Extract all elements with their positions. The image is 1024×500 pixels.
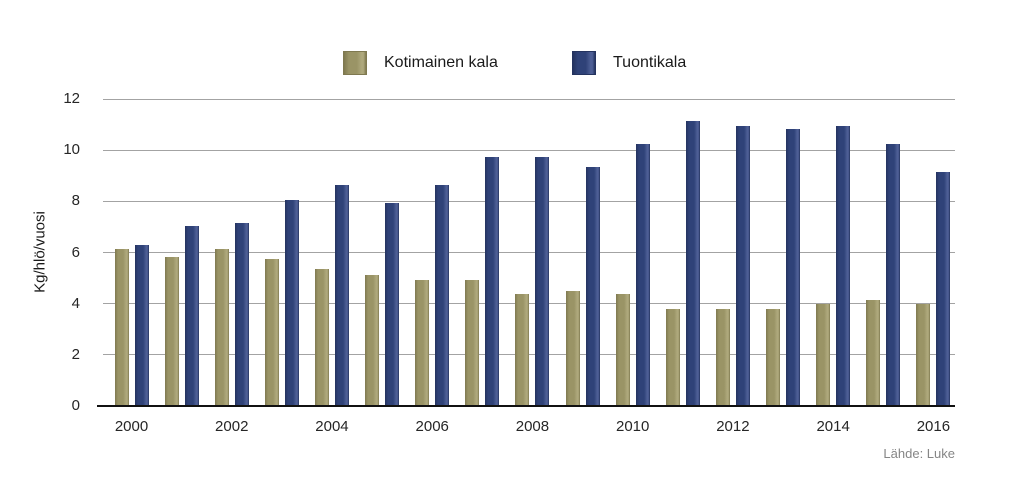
- bar-kotimainen-kala-2003: [264, 259, 279, 405]
- bar-tuontikala-2013: [786, 128, 801, 405]
- gridline-8: [103, 200, 955, 202]
- bar-kotimainen-kala-2015: [866, 300, 881, 405]
- bar-tuontikala-2004: [334, 184, 349, 405]
- y-tick-label-12: 12: [63, 90, 80, 107]
- x-axis-line: [97, 405, 955, 407]
- gridline-12: [103, 98, 955, 100]
- y-tick-label-4: 4: [71, 294, 80, 312]
- legend-item-tuontikala: Tuontikala: [572, 50, 686, 76]
- bar-kotimainen-kala-2004: [314, 269, 329, 405]
- gridline-10: [103, 149, 955, 151]
- x-tick-label-2010: 2010: [615, 418, 650, 435]
- source-note: Lähde: Luke: [883, 446, 955, 461]
- bar-kotimainen-kala-2014: [816, 303, 831, 405]
- bar-tuontikala-2010: [635, 144, 650, 405]
- bar-tuontikala-2009: [585, 167, 600, 405]
- bar-kotimainen-kala-2001: [164, 256, 179, 405]
- x-tick-label-2006: 2006: [415, 418, 449, 435]
- bar-kotimainen-kala-2012: [715, 309, 730, 405]
- legend-swatch-kotimainen-kala: [343, 51, 367, 75]
- gridline-6: [103, 252, 955, 253]
- bar-kotimainen-kala-2010: [615, 293, 630, 405]
- bar-tuontikala-2007: [485, 156, 500, 405]
- bar-kotimainen-kala-2016: [916, 303, 931, 405]
- y-tick-label-10: 10: [63, 141, 80, 159]
- y-tick-label-6: 6: [71, 243, 80, 261]
- bar-kotimainen-kala-2006: [415, 279, 430, 405]
- bar-tuontikala-2005: [385, 202, 400, 405]
- y-tick-label-2: 2: [71, 345, 80, 363]
- bar-tuontikala-2015: [886, 144, 901, 405]
- bar-tuontikala-2006: [435, 184, 450, 405]
- bar-tuontikala-2012: [735, 126, 750, 405]
- bar-tuontikala-2014: [836, 126, 851, 405]
- x-tick-label-2016: 2016: [916, 418, 951, 435]
- bar-tuontikala-2003: [284, 200, 299, 405]
- bar-kotimainen-kala-2013: [766, 309, 781, 405]
- y-tick-label-0: 0: [71, 397, 80, 414]
- bar-kotimainen-kala-2000: [114, 248, 129, 405]
- bar-tuontikala-2008: [535, 156, 550, 405]
- x-tick-label-2008: 2008: [515, 418, 550, 435]
- x-tick-label-2014: 2014: [816, 418, 850, 435]
- bar-tuontikala-2002: [234, 223, 249, 405]
- legend-swatch-tuontikala: [572, 51, 596, 75]
- bar-kotimainen-kala-2008: [515, 293, 530, 405]
- bar-kotimainen-kala-2007: [465, 279, 480, 405]
- legend-label-kotimainen-kala: Kotimainen kala: [384, 54, 498, 71]
- bar-kotimainen-kala-2005: [365, 274, 380, 405]
- bar-tuontikala-2000: [134, 245, 149, 405]
- legend-item-kotimainen-kala: Kotimainen kala: [343, 50, 498, 76]
- y-tick-label-8: 8: [71, 192, 80, 210]
- bar-kotimainen-kala-2011: [665, 309, 680, 405]
- bar-kotimainen-kala-2002: [214, 248, 229, 405]
- bar-kotimainen-kala-2009: [565, 291, 580, 405]
- bar-tuontikala-2011: [685, 121, 700, 405]
- x-tick-label-2002: 2002: [215, 418, 249, 435]
- x-tick-label-2012: 2012: [716, 418, 750, 435]
- x-tick-label-2004: 2004: [315, 418, 349, 435]
- bar-tuontikala-2016: [936, 172, 951, 405]
- x-tick-label-2000: 2000: [114, 418, 149, 435]
- bar-tuontikala-2001: [184, 225, 199, 405]
- plot-area: 0 2 4 6 8 10 12 2000 2002 2004 2006 2008 2010 2012 201…: [63, 90, 955, 435]
- legend-label-tuontikala: Tuontikala: [613, 54, 687, 71]
